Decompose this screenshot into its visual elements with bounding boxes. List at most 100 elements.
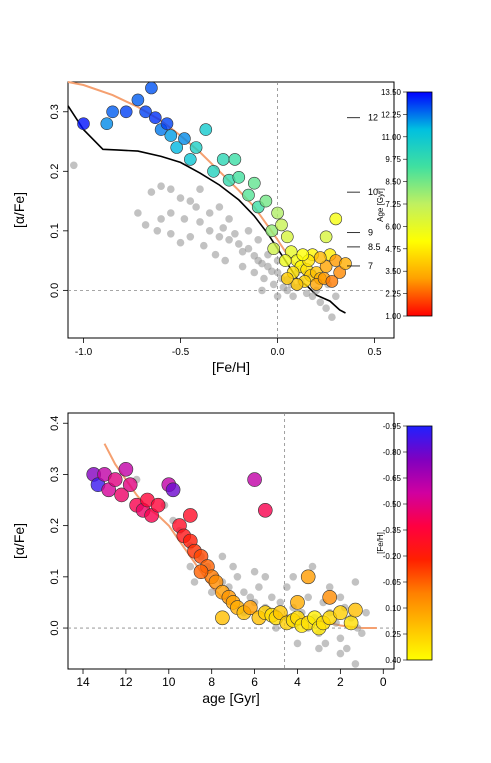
grey-point (244, 244, 253, 253)
grey-point (351, 578, 360, 586)
y-tick-label: 0.3 (49, 104, 61, 119)
x-tick-label: 10 (162, 675, 176, 689)
x-tick-label: 0 (380, 675, 387, 689)
grey-point (205, 227, 214, 235)
grey-point (211, 250, 220, 259)
x-axis-ticks-bottom: 14 12 10 8 6 4 2 0 (76, 669, 387, 689)
y-tick-label: 0.4 (49, 416, 61, 431)
grey-point (258, 286, 266, 295)
y-tick-label: 0.1 (49, 569, 61, 584)
grey-point (240, 588, 248, 596)
colored-point (265, 224, 279, 238)
colored-point (228, 153, 242, 166)
colored-point (325, 275, 339, 288)
colored-point (243, 600, 258, 615)
grey-point (225, 236, 233, 244)
grey-point (283, 286, 292, 295)
colorbar-tick-label: -0.50 (383, 500, 402, 509)
grey-point (302, 289, 311, 298)
grey-point (229, 562, 237, 571)
colorbar-tick-label: 9.75 (385, 155, 401, 164)
colored-point (333, 605, 348, 621)
grey-point (192, 203, 200, 211)
colored-point (278, 254, 292, 267)
x-tick-label: 0.0 (271, 347, 285, 358)
grey-point (186, 233, 195, 241)
grey-point (321, 639, 330, 648)
colored-point (183, 508, 198, 523)
x-tick-label: 8 (208, 675, 215, 689)
colored-point (280, 272, 294, 285)
colorbar-age-ticks: 13.50 12.25 11.00 9.75 8.50 7.25 6.00 4.75 3.50 2… (381, 88, 407, 321)
y-axis-label-top: [α/Fe] (11, 192, 27, 228)
colored-point (189, 141, 203, 154)
colored-point (329, 212, 343, 226)
grey-point (219, 224, 227, 232)
colorbar-tick-label: -0.20 (383, 552, 402, 561)
plot-frame-top (67, 81, 395, 339)
grey-point (221, 256, 229, 265)
y-tick-label: 0.0 (49, 283, 61, 298)
grey-point (325, 583, 334, 591)
y-axis-label-bottom: [α/Fe] (11, 523, 27, 559)
colored-point (248, 176, 261, 190)
grey-point (358, 629, 366, 637)
y-tick-label: 0.3 (49, 467, 61, 482)
colored-point (150, 497, 166, 513)
colorbar-tick-label: 1.00 (385, 312, 401, 321)
colored-point (343, 615, 359, 631)
grey-point (167, 230, 175, 238)
grey-point (196, 218, 204, 226)
colored-point (259, 194, 273, 208)
grey-point (315, 644, 323, 653)
grey-point (254, 236, 262, 244)
x-tick-label: 6 (251, 675, 258, 689)
grey-point (268, 267, 276, 276)
grey-point (336, 593, 345, 602)
grey-point (225, 215, 233, 223)
panel-age-alpha: 14 12 10 8 6 4 2 0 0.0 0.1 0.2 0.3 0.4 age [Gyr] [α… (11, 412, 433, 706)
colored-point (145, 81, 158, 95)
colorbar-feh-label: [Fe/H] (376, 532, 385, 554)
grey-point (289, 573, 298, 581)
x-tick-label: 2 (337, 675, 344, 689)
x-axis-label-bottom: age [Gyr] (202, 690, 260, 706)
colored-point (107, 472, 123, 487)
colored-point (118, 461, 134, 477)
grey-point (362, 608, 370, 617)
colored-point (139, 105, 152, 119)
grey-point (190, 578, 199, 586)
grey-point (186, 197, 195, 205)
colorbar-tick-label: 2.25 (385, 290, 401, 299)
colorbar-tick-label: 11.00 (382, 133, 402, 142)
grey-point (246, 593, 255, 602)
grey-point (336, 649, 345, 658)
grey-point (283, 583, 291, 591)
grey-point (261, 573, 270, 581)
colored-point (275, 218, 288, 232)
colorbar-age (406, 91, 433, 317)
grey-point (268, 593, 276, 602)
colored-point (242, 188, 255, 202)
colorbar-tick-label: -0.95 (383, 422, 402, 431)
colored-point (131, 93, 145, 107)
colored-point (178, 132, 191, 145)
colored-point (122, 477, 138, 493)
colorbar-feh (406, 425, 433, 661)
colored-point (333, 266, 347, 279)
grey-point (250, 268, 259, 277)
grey-point (231, 230, 239, 238)
colored-point (106, 105, 119, 119)
plot-frame-bottom (67, 412, 395, 670)
grey-point (336, 634, 345, 643)
colorbar-tick-label: 0.10 (385, 604, 401, 613)
colorbar-tick-label: 12.25 (381, 110, 402, 119)
grey-point (70, 161, 78, 170)
colorbar-tick-label: 0.25 (385, 630, 401, 639)
colorbar-tick-label: 13.50 (381, 88, 402, 97)
colored-point (184, 153, 197, 166)
x-tick-label: -1.0 (75, 347, 93, 358)
colored-point (290, 278, 304, 291)
grey-point (176, 194, 185, 202)
